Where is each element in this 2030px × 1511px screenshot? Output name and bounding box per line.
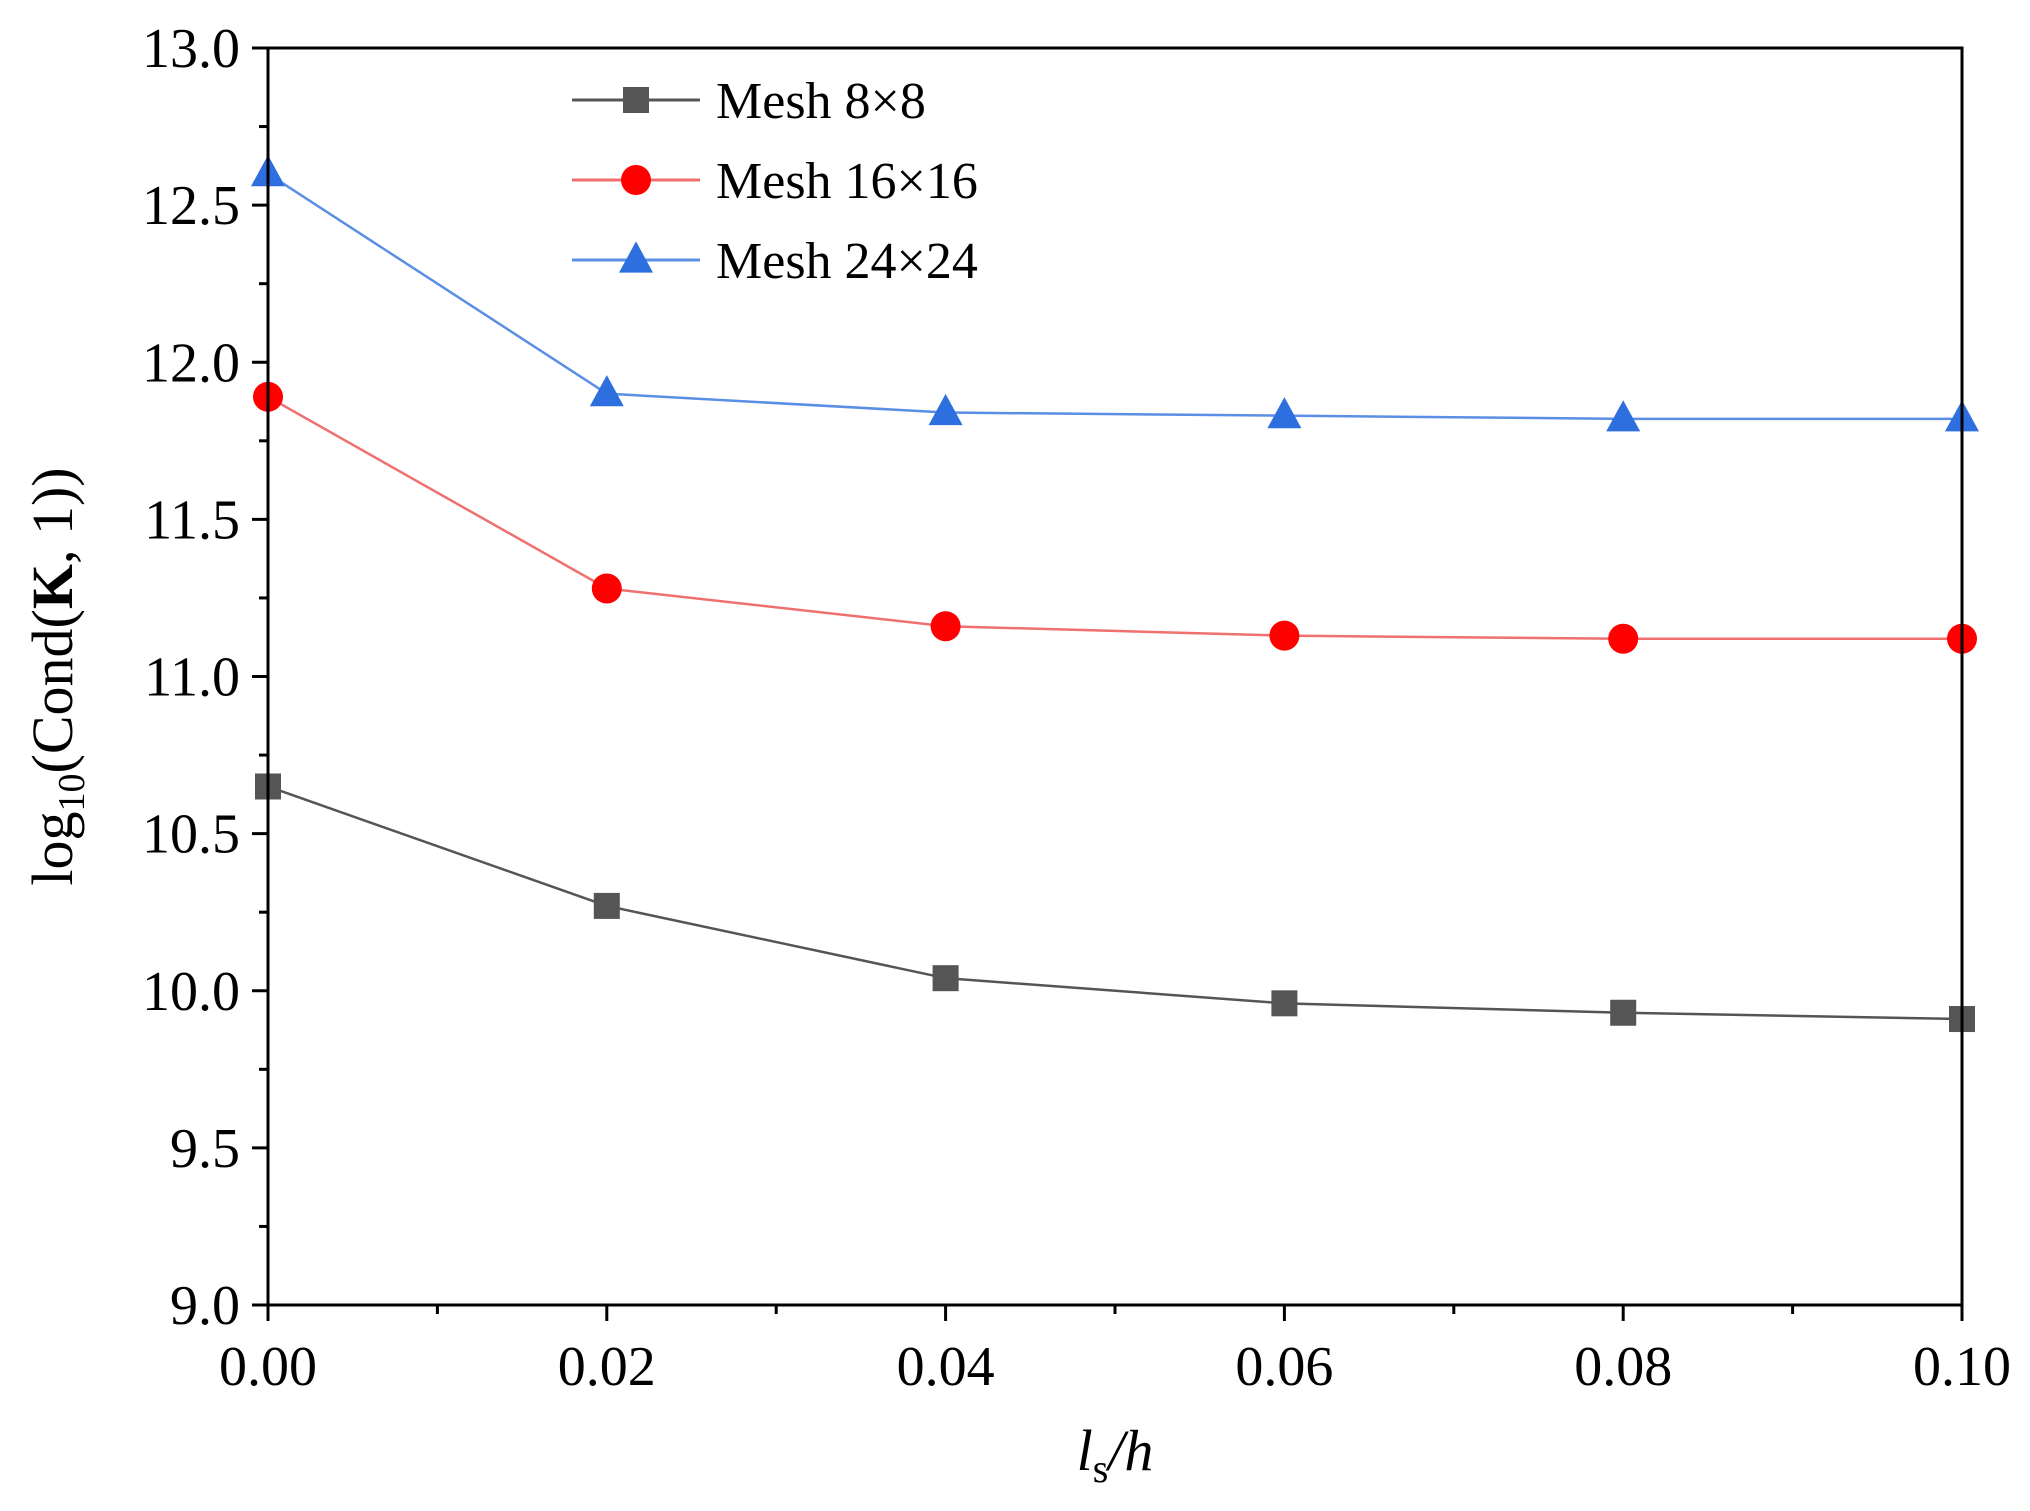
data-point xyxy=(1267,397,1302,429)
data-point xyxy=(1608,623,1639,654)
y-tick-label: 9.5 xyxy=(170,1118,240,1180)
data-point xyxy=(932,965,959,992)
data-point xyxy=(1610,999,1637,1026)
y-tick-label: 10.5 xyxy=(142,804,240,866)
x-tick-label: 0.10 xyxy=(1913,1336,2011,1398)
x-label-main: l xyxy=(1077,1418,1093,1483)
legend-item: Mesh 24×24 xyxy=(572,233,978,290)
x-tick-label: 0.04 xyxy=(897,1336,995,1398)
series-1 xyxy=(255,773,1975,1033)
y-tick-label: 12.0 xyxy=(142,332,240,394)
y-label-sub: 10 xyxy=(51,773,93,811)
y-label-pre: log xyxy=(20,811,85,885)
y-axis-ticks: 9.0 9.5 10.0 10.5 11.0 11.5 12.0 12.5 13.0 xyxy=(142,18,268,1337)
y-tick-label: 11.5 xyxy=(144,489,240,551)
plot-frame xyxy=(266,46,1964,1307)
y-tick-label: 11.0 xyxy=(144,647,240,709)
data-point xyxy=(589,375,624,407)
x-tick-label: 0.06 xyxy=(1235,1336,1333,1398)
legend: Mesh 8×8 Mesh 16×16 Mesh 24×24 xyxy=(572,73,978,290)
x-axis-label: ls/h xyxy=(1077,1418,1154,1491)
y-axis-label: log10(Cond(K, 1)) xyxy=(20,467,93,885)
data-point xyxy=(593,892,620,919)
data-point xyxy=(928,393,963,426)
y-tick-label: 12.5 xyxy=(142,175,240,237)
series-line xyxy=(267,785,1963,1021)
series-2 xyxy=(253,381,1977,654)
legend-label: Mesh 24×24 xyxy=(716,233,978,290)
series-line xyxy=(267,395,1962,641)
y-tick-label: 13.0 xyxy=(142,18,240,80)
legend-marker xyxy=(619,241,653,273)
legend-marker xyxy=(621,165,651,195)
data-point xyxy=(930,611,961,642)
series-layer xyxy=(251,155,1979,1033)
series-line xyxy=(267,172,1962,421)
data-point xyxy=(1606,400,1641,432)
x-axis-ticks: 0.00 0.02 0.04 0.06 0.08 0.10 xyxy=(219,1305,2011,1398)
legend-item: Mesh 16×16 xyxy=(572,153,978,210)
series-3 xyxy=(251,155,1979,432)
legend-label: Mesh 8×8 xyxy=(716,73,926,130)
y-label-post: , 1)) xyxy=(20,467,85,564)
legend-item: Mesh 8×8 xyxy=(572,73,926,130)
x-tick-label: 0.02 xyxy=(558,1336,656,1398)
y-tick-label: 9.0 xyxy=(170,1275,240,1337)
x-label-rest: /h xyxy=(1105,1418,1153,1483)
legend-marker xyxy=(623,87,649,113)
y-tick-label: 10.0 xyxy=(142,961,240,1023)
x-tick-label: 0.00 xyxy=(219,1336,317,1398)
x-tick-label: 0.08 xyxy=(1574,1336,1672,1398)
y-label-mid: (Cond( xyxy=(20,609,85,773)
data-point xyxy=(591,573,622,604)
data-point xyxy=(1271,990,1298,1017)
legend-label: Mesh 16×16 xyxy=(716,153,978,210)
x-label-sub: s xyxy=(1093,1446,1109,1491)
data-point xyxy=(1269,620,1300,651)
y-label-bold: K xyxy=(20,564,85,609)
